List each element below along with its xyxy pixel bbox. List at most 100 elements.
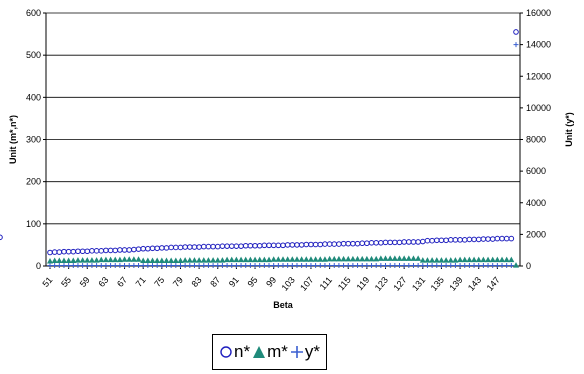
x-tick-label: 79 bbox=[171, 275, 185, 289]
data-point-y bbox=[233, 263, 239, 269]
y-right-tick-label: 8000 bbox=[526, 135, 546, 145]
data-point-y bbox=[443, 263, 449, 269]
data-point-y bbox=[261, 263, 267, 269]
data-point-n bbox=[65, 248, 72, 255]
data-point-m bbox=[391, 255, 398, 261]
data-point-n bbox=[126, 247, 133, 253]
data-point-n bbox=[266, 242, 272, 249]
data-point-n bbox=[238, 243, 244, 249]
x-tick-label: 123 bbox=[373, 275, 390, 293]
data-point-m bbox=[443, 257, 450, 263]
data-point-n bbox=[200, 243, 207, 250]
data-point-n bbox=[233, 243, 240, 249]
data-point-m bbox=[84, 257, 91, 263]
data-point-m bbox=[107, 256, 114, 263]
data-point-n bbox=[140, 245, 146, 252]
data-point-n bbox=[182, 244, 188, 250]
data-point-m bbox=[489, 256, 496, 263]
data-point-y bbox=[47, 263, 53, 269]
x-tick-label: 135 bbox=[429, 275, 446, 293]
data-point-n bbox=[485, 236, 491, 242]
data-point-m bbox=[126, 256, 133, 262]
y-left-tick-label: 300 bbox=[26, 135, 41, 145]
data-point-y bbox=[438, 263, 444, 269]
data-point-y bbox=[289, 263, 295, 269]
data-point-n bbox=[289, 242, 296, 248]
data-point-m bbox=[70, 257, 77, 264]
data-point-y bbox=[177, 263, 183, 269]
data-point-n bbox=[420, 238, 426, 245]
x-tick-label: 99 bbox=[264, 275, 278, 289]
data-point-y bbox=[345, 263, 351, 269]
data-point-n bbox=[224, 243, 230, 249]
data-point-m bbox=[293, 256, 300, 262]
data-point-y bbox=[406, 263, 412, 269]
data-point-y bbox=[271, 263, 277, 269]
data-point-y bbox=[187, 263, 193, 269]
y-right-tick-label: 0 bbox=[526, 261, 531, 271]
data-point-y bbox=[182, 263, 188, 269]
data-point-y bbox=[112, 263, 118, 269]
data-point-y bbox=[201, 263, 207, 269]
series-m-markers bbox=[47, 255, 519, 268]
data-point-m bbox=[121, 256, 128, 262]
data-point-n bbox=[84, 248, 91, 255]
data-point-y bbox=[303, 263, 309, 269]
data-point-n bbox=[499, 235, 505, 242]
data-point-m bbox=[116, 256, 123, 263]
data-point-n bbox=[480, 236, 487, 242]
data-point-m bbox=[494, 256, 501, 263]
data-point-n bbox=[452, 237, 459, 243]
data-point-y bbox=[89, 263, 95, 269]
data-point-m bbox=[60, 257, 67, 264]
data-point-m bbox=[196, 257, 203, 263]
data-point-y bbox=[159, 263, 165, 269]
data-point-m bbox=[56, 257, 63, 264]
data-point-m bbox=[98, 256, 105, 263]
data-point-m bbox=[154, 257, 161, 264]
data-point-y bbox=[191, 263, 197, 269]
x-tick-label: 139 bbox=[447, 275, 464, 293]
data-point-y bbox=[336, 263, 342, 269]
data-point-n bbox=[345, 240, 352, 247]
x-tick-label: 143 bbox=[466, 275, 483, 293]
y-right-tick-label: 6000 bbox=[526, 166, 546, 176]
data-point-m bbox=[461, 256, 468, 263]
y-right-tick-label: 4000 bbox=[526, 198, 546, 208]
data-point-n bbox=[294, 242, 300, 248]
data-point-n bbox=[503, 235, 510, 242]
data-point-n bbox=[256, 242, 263, 249]
data-point-m bbox=[513, 262, 519, 268]
data-point-y bbox=[448, 263, 454, 269]
legend: n* m* y* bbox=[212, 334, 327, 370]
data-point-y bbox=[308, 263, 314, 269]
data-point-y bbox=[154, 263, 160, 269]
y-right-tick-label: 12000 bbox=[526, 71, 551, 81]
data-point-n bbox=[159, 245, 165, 251]
data-point-y bbox=[466, 263, 472, 269]
data-point-y bbox=[462, 263, 468, 269]
data-point-y bbox=[513, 42, 519, 48]
data-point-n bbox=[51, 249, 58, 255]
axes bbox=[43, 12, 523, 269]
data-point-y bbox=[327, 263, 333, 269]
data-point-n bbox=[443, 237, 449, 244]
data-point-y bbox=[369, 263, 375, 269]
data-point-m bbox=[210, 257, 217, 263]
data-point-m bbox=[266, 256, 273, 263]
data-point-y bbox=[331, 263, 337, 269]
data-point-m bbox=[387, 255, 394, 261]
data-point-m bbox=[382, 255, 389, 261]
data-point-n bbox=[331, 241, 338, 247]
data-point-n bbox=[494, 235, 501, 242]
y-left-tick-label: 500 bbox=[26, 50, 41, 60]
data-point-y bbox=[397, 263, 402, 269]
data-point-y bbox=[205, 263, 211, 269]
data-point-y bbox=[504, 263, 510, 269]
data-point-n bbox=[429, 237, 435, 244]
data-point-m bbox=[424, 257, 431, 263]
data-point-y bbox=[210, 263, 216, 269]
x-tick-label: 119 bbox=[355, 275, 372, 292]
data-point-y bbox=[485, 263, 491, 269]
x-tick-label: 91 bbox=[227, 275, 241, 289]
